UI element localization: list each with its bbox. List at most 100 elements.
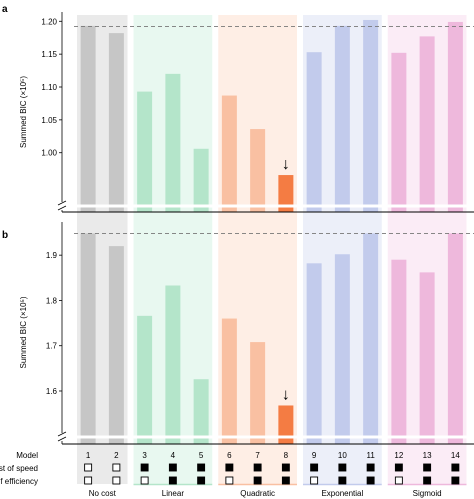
bar-model-10 [334,25,350,213]
filled-square-marker [281,476,290,485]
model-number: 4 [171,451,176,460]
bar-model-12 [391,52,407,213]
group-label: Sigmoid [413,489,442,498]
bar-model-14 [447,233,463,444]
table-row-label: Model [16,451,38,460]
axis-break-mark [57,205,67,211]
bar-model-3 [137,315,153,444]
open-square-marker [112,476,121,485]
y-tick-label: 1.8 [46,296,58,305]
bar-model-12 [391,259,407,444]
bar-model-11 [363,19,379,212]
filled-square-marker [140,463,149,472]
y-tick-label: 1.00 [41,149,57,158]
model-number: 2 [114,451,119,460]
y-tick-label: 1.10 [41,83,57,92]
model-number: 3 [142,451,147,460]
group-label: Quadratic [240,489,275,498]
open-square-marker [225,476,234,485]
filled-square-marker [197,476,206,485]
best-model-arrow: ↓ [282,386,290,403]
open-square-marker [310,476,319,485]
model-number: 6 [227,451,232,460]
bar-model-1 [80,233,96,444]
axis-break-mark [57,436,67,442]
model-number: 11 [366,451,375,460]
axis-break-mark [57,200,67,206]
filled-square-marker [253,463,262,472]
bar-model-14 [447,21,463,213]
bar-model-13 [419,272,435,444]
model-number: 5 [199,451,204,460]
open-square-marker [112,463,121,472]
group-backgrounds: No cost Linear Quadratic Exponential Sigmoid [77,15,467,498]
bar-model-4 [165,73,181,212]
axis-break-gap [68,204,474,208]
model-number: 12 [394,451,403,460]
bar-model-6 [221,318,237,444]
y-tick-label: 1.9 [46,251,58,260]
model-number: 14 [451,451,460,460]
filled-square-marker [423,476,432,485]
bar-model-9 [306,52,322,212]
model-number: 10 [338,451,347,460]
group-label: Linear [162,489,185,498]
model-number: 7 [255,451,260,460]
filled-square-marker [366,463,375,472]
group-label: Exponential [321,489,363,498]
bar-model-3 [137,91,153,212]
bar-model-8 [278,175,294,212]
y-tick-label: 1.15 [41,50,57,59]
filled-square-marker [338,476,347,485]
y-tick-label: 1.20 [41,17,57,26]
bar-model-7 [250,342,266,444]
panel-letter: a [2,4,8,15]
bar-model-2 [108,33,124,212]
model-table: ModelCost of speedCost of efficiency1234… [0,451,460,486]
model-number: 1 [86,451,91,460]
bar-model-13 [419,36,435,213]
bar-model-1 [80,25,96,213]
panel-b: b 1.6 1.7 1.8 1.9 Summed BIC (×10⁵) ↓ [2,222,474,445]
filled-square-marker [197,463,206,472]
bar-model-4 [165,285,181,444]
filled-square-marker [281,463,290,472]
y-tick-label: 1.05 [41,116,57,125]
bar-model-5 [193,148,209,212]
panel-letter: b [2,230,8,241]
y-tick-label: 1.7 [46,342,58,351]
bar-model-10 [334,254,350,444]
filled-square-marker [451,463,460,472]
filled-square-marker [168,476,177,485]
filled-square-marker [366,476,375,485]
table-row-label: Cost of efficiency [0,477,38,486]
table-row-label: Cost of speed [0,464,38,473]
bar-model-5 [193,379,209,444]
open-square-marker [394,476,403,485]
open-square-marker [84,463,93,472]
y-tick-label: 1.6 [46,387,58,396]
panel-a: a 1.00 1.05 1.10 1.15 1.20 Summed BIC (×10⁵) ↓ [2,4,474,213]
model-number: 8 [284,451,289,460]
axis-break-mark [57,431,67,437]
bar-model-8 [278,405,294,444]
filled-square-marker [394,463,403,472]
y-axis-title: Summed BIC (×10⁵) [19,76,28,148]
filled-square-marker [423,463,432,472]
model-number: 13 [423,451,432,460]
filled-square-marker [310,463,319,472]
bar-model-6 [221,95,237,212]
filled-square-marker [225,463,234,472]
open-square-marker [84,476,93,485]
y-axis-title: Summed BIC (×10⁵) [19,296,28,368]
open-square-marker [140,476,149,485]
filled-square-marker [338,463,347,472]
bar-model-11 [363,233,379,444]
bar-model-7 [250,129,266,212]
axis-break-gap [68,435,474,439]
group-label: No cost [89,489,117,498]
bar-model-2 [108,246,124,444]
filled-square-marker [253,476,262,485]
best-model-arrow: ↓ [282,156,290,173]
